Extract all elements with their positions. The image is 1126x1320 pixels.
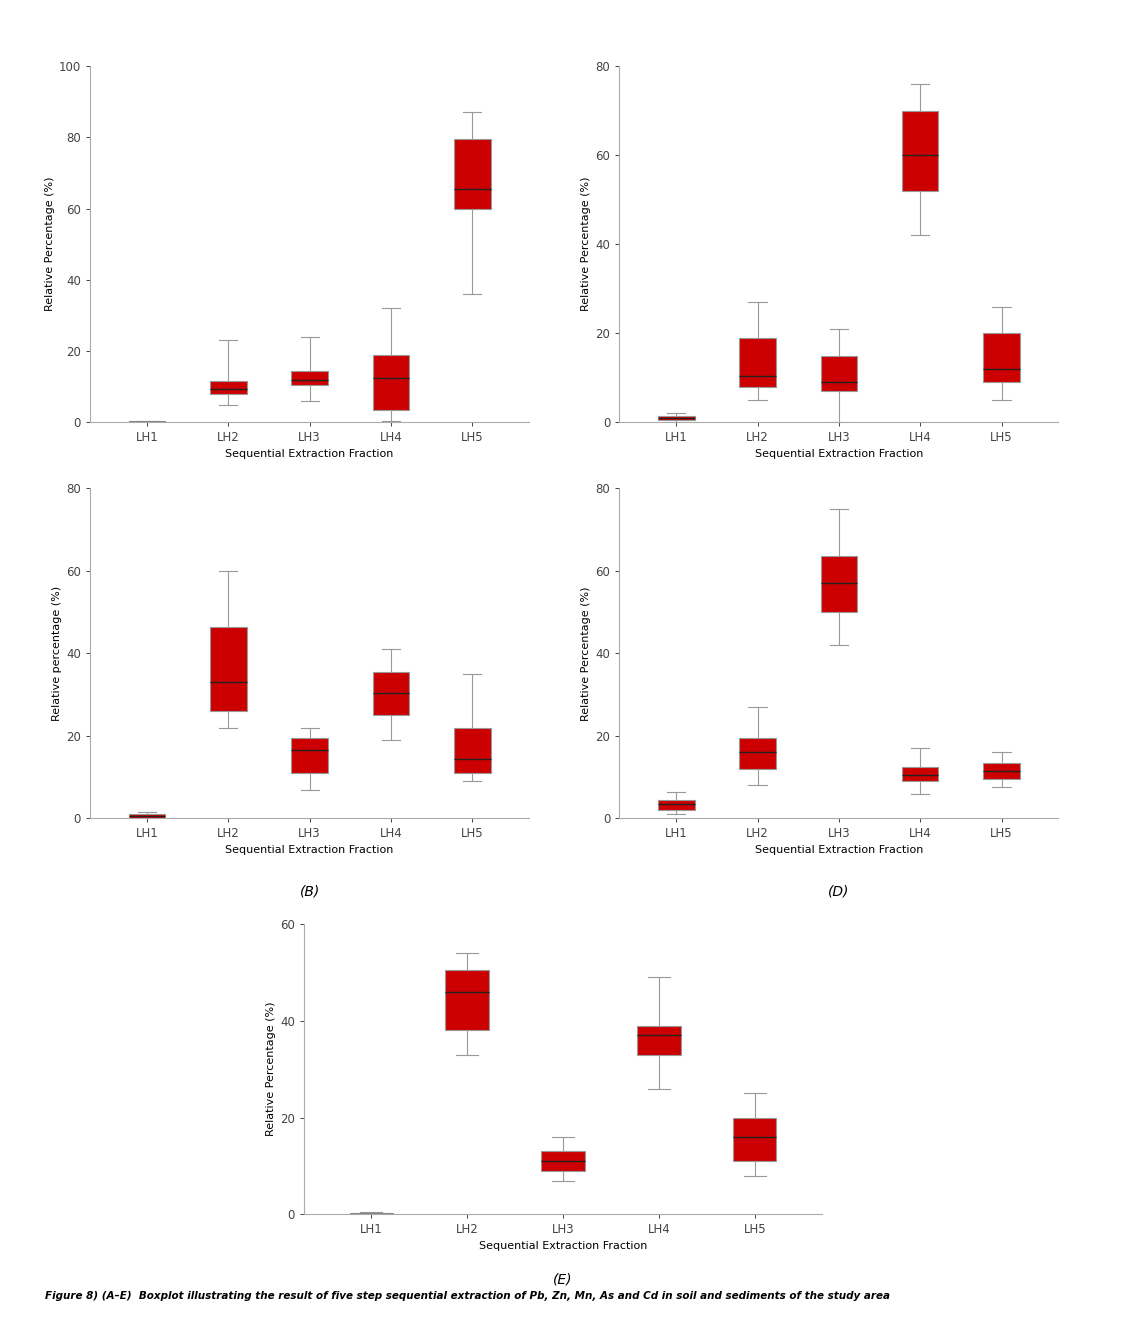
Y-axis label: Relative Percentage (%): Relative Percentage (%) (581, 177, 591, 312)
PathPatch shape (733, 1118, 777, 1162)
PathPatch shape (373, 355, 409, 411)
Text: (C): (C) (829, 494, 849, 508)
PathPatch shape (637, 1026, 680, 1055)
Text: (A): (A) (300, 494, 320, 508)
Text: (D): (D) (829, 884, 849, 899)
PathPatch shape (902, 767, 938, 781)
PathPatch shape (373, 672, 409, 715)
X-axis label: Sequential Extraction Fraction: Sequential Extraction Fraction (479, 1241, 647, 1250)
PathPatch shape (983, 333, 1020, 383)
PathPatch shape (292, 371, 328, 385)
PathPatch shape (658, 416, 695, 420)
X-axis label: Sequential Extraction Fraction: Sequential Extraction Fraction (225, 845, 394, 854)
PathPatch shape (983, 763, 1020, 779)
PathPatch shape (454, 727, 491, 774)
Text: (E): (E) (553, 1272, 573, 1287)
X-axis label: Sequential Extraction Fraction: Sequential Extraction Fraction (225, 449, 394, 458)
PathPatch shape (292, 738, 328, 774)
PathPatch shape (128, 421, 166, 422)
PathPatch shape (454, 139, 491, 209)
PathPatch shape (902, 111, 938, 190)
PathPatch shape (542, 1151, 584, 1171)
PathPatch shape (211, 381, 247, 393)
PathPatch shape (349, 1213, 393, 1214)
PathPatch shape (821, 355, 857, 391)
Y-axis label: Relative Percentage (%): Relative Percentage (%) (581, 586, 591, 721)
Y-axis label: Relative Percentage (%): Relative Percentage (%) (45, 177, 55, 312)
PathPatch shape (211, 627, 247, 711)
Y-axis label: Relative Percentage (%): Relative Percentage (%) (266, 1002, 276, 1137)
PathPatch shape (446, 970, 489, 1031)
Text: (B): (B) (300, 884, 320, 899)
X-axis label: Sequential Extraction Fraction: Sequential Extraction Fraction (754, 449, 923, 458)
Y-axis label: Relative percentage (%): Relative percentage (%) (52, 586, 62, 721)
PathPatch shape (740, 338, 776, 387)
X-axis label: Sequential Extraction Fraction: Sequential Extraction Fraction (754, 845, 923, 854)
Text: Figure 8) (A–E)  Boxplot illustrating the result of five step sequential extract: Figure 8) (A–E) Boxplot illustrating the… (45, 1291, 890, 1302)
PathPatch shape (658, 800, 695, 810)
PathPatch shape (821, 557, 857, 612)
PathPatch shape (740, 738, 776, 768)
PathPatch shape (128, 814, 166, 820)
